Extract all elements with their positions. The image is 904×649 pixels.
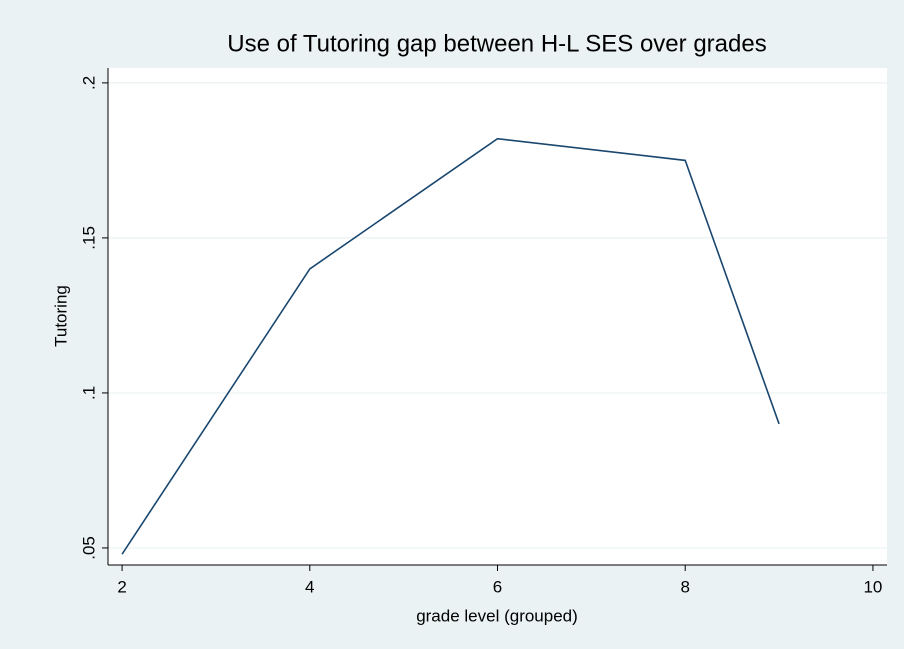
data-line	[121, 137, 780, 555]
y-tick-label: .1	[79, 386, 98, 400]
x-tick-label: 6	[493, 577, 502, 596]
y-tick-label: .05	[79, 536, 98, 560]
plot-area	[108, 68, 887, 565]
chart-title: Use of Tutoring gap between H-L SES over…	[227, 30, 766, 57]
x-tick-label: 10	[863, 577, 882, 596]
x-axis-label: grade level (grouped)	[416, 606, 578, 625]
y-axis-label: Tutoring	[51, 285, 70, 347]
x-tick-label: 4	[305, 577, 314, 596]
x-tick-label: 8	[680, 577, 689, 596]
x-tick-label: 2	[117, 577, 126, 596]
y-tick-label: .2	[79, 76, 98, 90]
y-tick-label: .15	[79, 226, 98, 250]
